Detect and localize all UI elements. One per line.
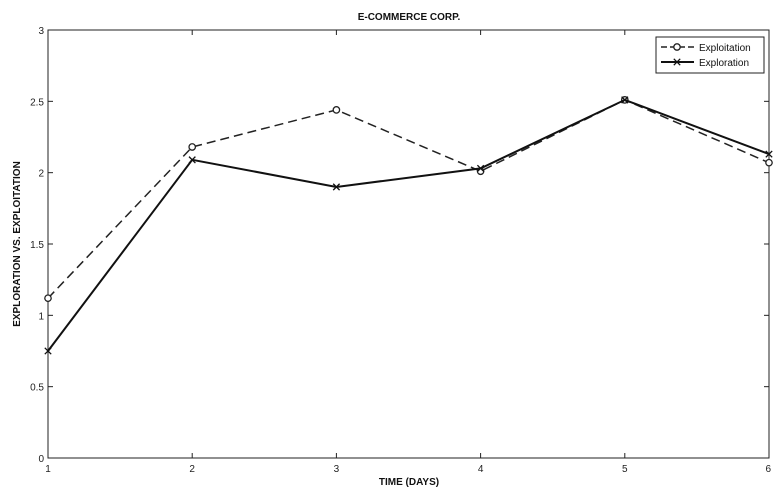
x-tick-label: 5 — [622, 464, 628, 475]
legend-label-exploration: Exploration — [699, 58, 749, 69]
data-point-exploitation — [765, 158, 773, 167]
legend-marker-exploration — [673, 58, 681, 66]
x-tick-label: 6 — [765, 464, 771, 475]
y-tick-label: 2 — [38, 169, 44, 180]
data-point-exploration — [188, 156, 196, 164]
plot-area — [47, 29, 770, 459]
data-point-exploration — [44, 347, 52, 355]
legend-marker-exploitation — [673, 43, 681, 51]
series-layer — [44, 96, 773, 355]
data-point-exploration — [621, 96, 629, 104]
y-tick-label: 1 — [38, 311, 44, 322]
data-point-exploration — [476, 164, 485, 173]
y-tick-label: 1.5 — [30, 240, 44, 251]
y-tick-label: 2.5 — [30, 97, 44, 108]
y-tick-label: 0.5 — [30, 383, 44, 394]
data-point-exploration — [765, 150, 773, 158]
x-axis-label: TIME (DAYS) — [379, 477, 439, 488]
data-point-exploration — [332, 183, 341, 191]
x-tick-label: 2 — [189, 464, 195, 475]
axis-ticks: 1 2 3 4 5 6 0 0.5 1 1.5 2 2.5 3 — [30, 26, 771, 475]
chart-title: E-COMMERCE CORP. — [358, 12, 461, 23]
y-tick-label: 3 — [38, 26, 44, 37]
data-point-exploitation — [188, 143, 197, 151]
legend: Exploitation Exploration — [655, 36, 765, 74]
data-point-exploitation — [332, 106, 341, 114]
y-tick-label: 0 — [38, 454, 44, 465]
series-line-exploitation — [47, 99, 770, 299]
x-tick-label: 3 — [334, 464, 340, 475]
data-point-exploitation — [44, 294, 52, 303]
legend-label-exploitation: Exploitation — [699, 43, 751, 54]
legend-box — [655, 36, 765, 74]
x-tick-label: 1 — [45, 464, 51, 475]
series-exploration — [44, 96, 773, 355]
x-tick-label: 4 — [478, 464, 484, 475]
series-line-exploration — [47, 98, 770, 352]
y-axis-label: EXPLORATION VS. EXPLOITATION — [12, 161, 23, 327]
